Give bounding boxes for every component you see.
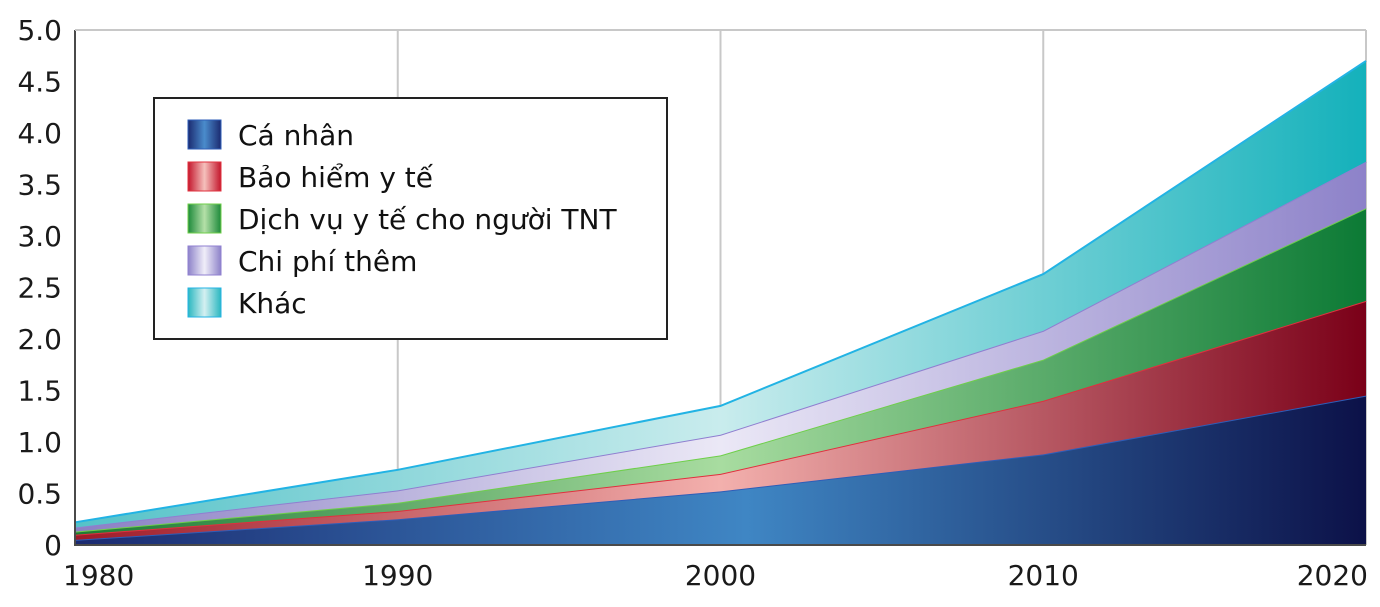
y-tick-label: 1.0 (17, 426, 62, 459)
legend-swatch-3 (187, 245, 222, 276)
x-tick-label: 2000 (685, 559, 756, 592)
legend-label-3: Chi phí thêm (238, 245, 417, 278)
area-series-4 (75, 60, 1366, 528)
legend: Cá nhân Bảo hiểm y tế Dịch vụ y tế cho ngư… (153, 97, 668, 340)
y-tick-label: 3.5 (17, 169, 62, 202)
x-tick-label: 1980 (63, 559, 134, 592)
area-edge-series-4 (74, 60, 1367, 524)
plot-frame (74, 29, 1366, 546)
y-tick-label: 4.0 (17, 117, 62, 150)
legend-swatch-1 (187, 161, 222, 192)
x-tick-label: 2010 (1008, 559, 1079, 592)
legend-label-4: Khác (238, 287, 307, 320)
legend-label-2: Dịch vụ y tế cho người TNT (238, 203, 617, 236)
y-tick-label: 0 (44, 529, 62, 562)
legend-box (153, 97, 668, 340)
legend-label-0: Cá nhân (238, 119, 354, 152)
y-tick-label: 4.5 (17, 66, 62, 99)
x-tick-label: 2020 (1297, 559, 1368, 592)
y-tick-label: 2.5 (17, 272, 62, 305)
legend-label-1: Bảo hiểm y tế (238, 161, 434, 194)
area-series-1 (75, 300, 1366, 540)
x-tick-label: 1990 (362, 559, 433, 592)
area-layers (74, 60, 1367, 545)
legend-swatch-2 (187, 203, 222, 234)
area-series-0 (75, 395, 1366, 545)
y-axis-ticks: 0 0.5 1.0 1.5 2.0 2.5 3.0 3.5 4.0 4.5 5.0 (17, 14, 62, 562)
x-axis-ticks: 1980 1990 2000 2010 2020 (63, 559, 1368, 592)
legend-swatch-4 (187, 287, 222, 318)
y-tick-label: 0.5 (17, 478, 62, 511)
y-tick-label: 1.5 (17, 375, 62, 408)
area-series-2 (75, 208, 1366, 535)
y-tick-label: 2.0 (17, 323, 62, 356)
legend-swatch-0 (187, 119, 222, 150)
y-tick-label: 5.0 (17, 14, 62, 47)
y-tick-label: 3.0 (17, 220, 62, 253)
